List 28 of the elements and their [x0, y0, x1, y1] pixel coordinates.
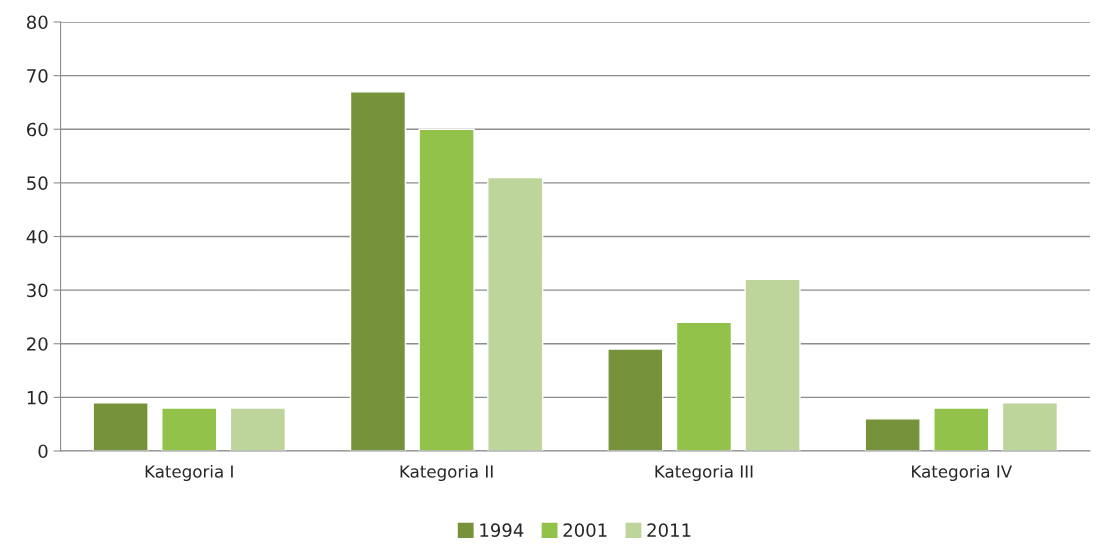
- bar: [607, 348, 664, 451]
- y-tick-label: 30: [27, 283, 48, 298]
- bar: [675, 321, 733, 451]
- x-tick-label: Kategoria IV: [912, 464, 1013, 482]
- y-tick-label: 60: [27, 122, 48, 137]
- legend-label: 2001: [563, 523, 607, 537]
- y-tick-label: 70: [27, 69, 48, 83]
- bar: [161, 407, 218, 451]
- bar: [487, 176, 544, 451]
- y-tick-label: 80: [27, 15, 48, 30]
- x-tick-label: Kategoria III: [655, 464, 753, 482]
- legend-label: 2011: [647, 523, 691, 537]
- bar: [418, 128, 475, 451]
- x-tick-label: Kategoria II: [400, 464, 493, 482]
- y-tick-label: 10: [27, 390, 48, 405]
- bar: [1001, 402, 1059, 451]
- y-tick-label: 20: [27, 337, 48, 351]
- x-tick-label: Kategoria I: [145, 464, 233, 482]
- bar: [229, 407, 287, 451]
- y-tick-label: 0: [38, 444, 48, 459]
- bar: [933, 407, 990, 451]
- bar: [744, 278, 801, 451]
- y-tick-label: 50: [27, 176, 48, 190]
- bar: [349, 91, 407, 451]
- legend-label: 1994: [480, 523, 524, 537]
- bar: [864, 418, 921, 451]
- bar: [92, 402, 149, 451]
- y-tick-label: 40: [26, 229, 48, 244]
